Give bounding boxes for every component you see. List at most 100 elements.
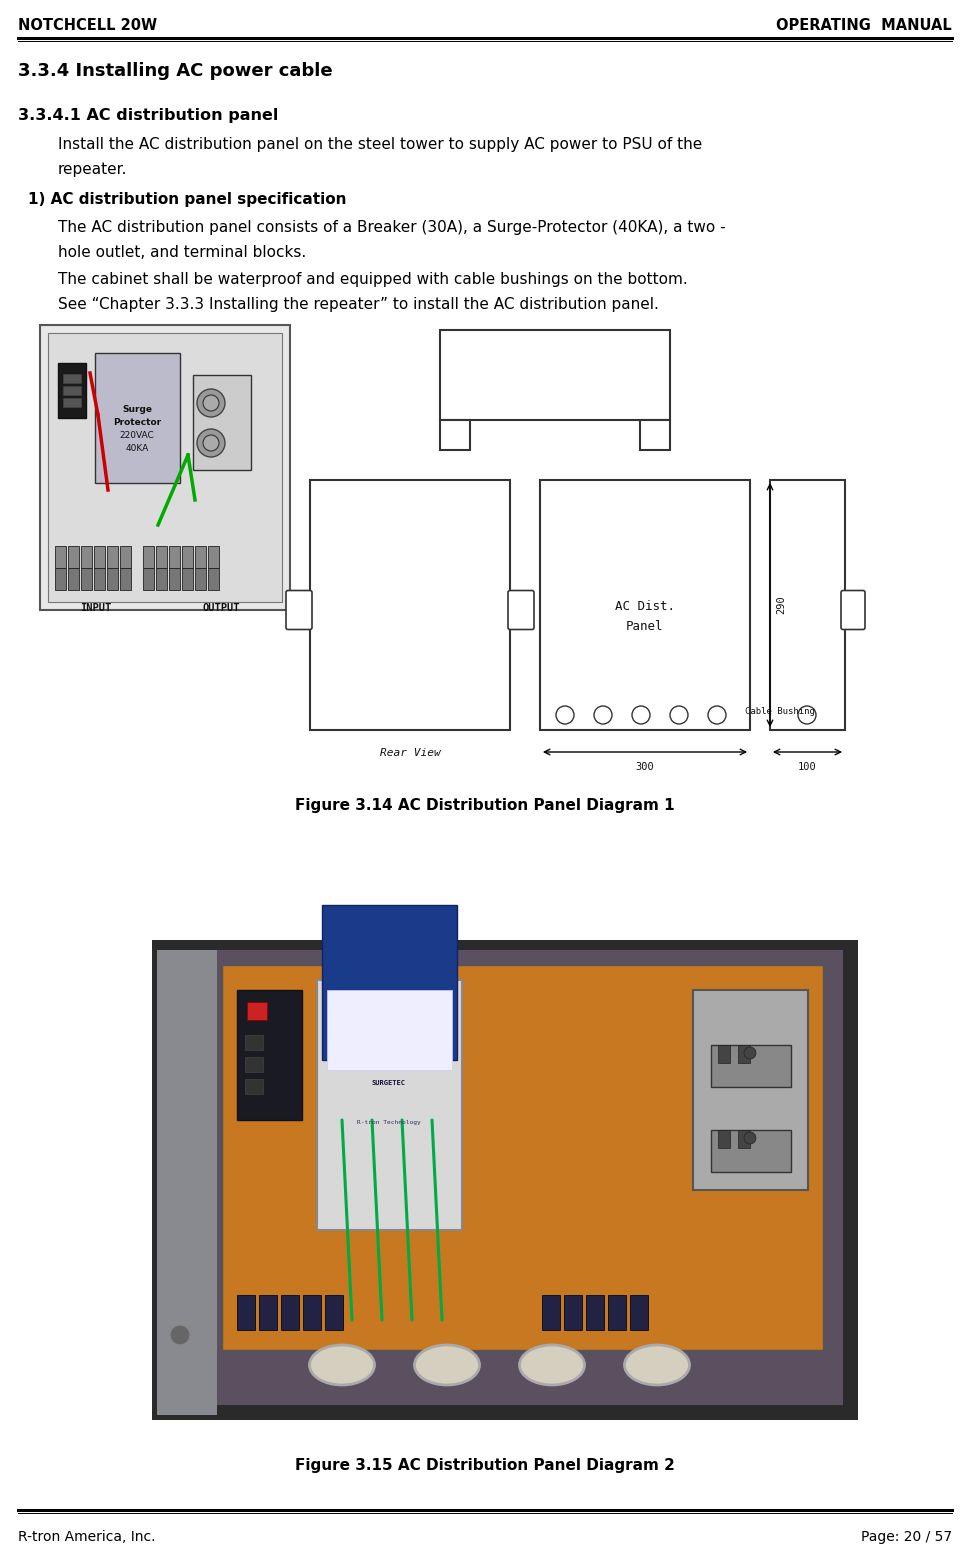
Bar: [310, 480, 510, 729]
Bar: [710, 1130, 790, 1172]
Text: 3.3.4 Installing AC power cable: 3.3.4 Installing AC power cable: [18, 62, 332, 81]
Bar: [236, 990, 301, 1121]
Text: INPUT: INPUT: [80, 604, 111, 613]
Bar: [245, 1057, 263, 1072]
Bar: [542, 1294, 559, 1330]
Bar: [391, 982, 422, 1006]
Text: 30A: 30A: [65, 421, 78, 430]
Bar: [737, 1130, 749, 1148]
Text: 1) AC distribution panel specification: 1) AC distribution panel specification: [28, 192, 346, 206]
Bar: [169, 546, 180, 568]
Bar: [47, 334, 282, 602]
Text: OUTPUT: OUTPUT: [203, 604, 239, 613]
Bar: [322, 905, 456, 1060]
Bar: [142, 568, 154, 590]
Bar: [440, 421, 470, 450]
Bar: [55, 546, 66, 568]
Text: Figure 3.15 AC Distribution Panel Diagram 2: Figure 3.15 AC Distribution Panel Diagra…: [295, 1457, 674, 1473]
Bar: [692, 990, 807, 1190]
Bar: [63, 397, 81, 407]
Text: 40KA: 40KA: [125, 444, 148, 453]
Bar: [585, 1294, 604, 1330]
Circle shape: [203, 396, 219, 411]
Circle shape: [555, 706, 574, 723]
Bar: [94, 568, 105, 590]
Text: 3.3.4.1 AC distribution panel: 3.3.4.1 AC distribution panel: [18, 109, 278, 123]
Bar: [195, 546, 205, 568]
Bar: [182, 568, 193, 590]
Ellipse shape: [624, 1346, 689, 1384]
Bar: [142, 546, 154, 568]
Bar: [222, 965, 822, 1350]
Bar: [169, 568, 180, 590]
Bar: [281, 1294, 298, 1330]
Bar: [55, 568, 66, 590]
Bar: [120, 546, 131, 568]
Bar: [94, 546, 105, 568]
Circle shape: [743, 1131, 755, 1144]
Bar: [717, 1130, 730, 1148]
Bar: [717, 1044, 730, 1063]
Circle shape: [797, 706, 815, 723]
Circle shape: [670, 706, 687, 723]
Bar: [259, 1294, 277, 1330]
Text: Rear View: Rear View: [379, 748, 440, 757]
Circle shape: [707, 706, 725, 723]
Text: NOTCHCELL 20W: NOTCHCELL 20W: [18, 19, 157, 33]
Text: Cable Bushing: Cable Bushing: [744, 708, 814, 715]
Text: AC Dist.: AC Dist.: [614, 601, 674, 613]
FancyBboxPatch shape: [840, 590, 864, 630]
Bar: [195, 568, 205, 590]
Text: Surge: Surge: [122, 405, 152, 414]
Bar: [317, 979, 461, 1231]
Circle shape: [743, 1048, 755, 1058]
Text: R-tron Technology: R-tron Technology: [357, 1121, 421, 1125]
Text: 290: 290: [775, 596, 785, 615]
Bar: [63, 374, 81, 383]
Bar: [327, 990, 452, 1069]
Bar: [156, 568, 167, 590]
Bar: [245, 1079, 263, 1094]
Bar: [81, 546, 92, 568]
Circle shape: [431, 1010, 446, 1024]
Bar: [193, 376, 251, 470]
Bar: [68, 568, 78, 590]
Circle shape: [197, 428, 225, 456]
Bar: [120, 568, 131, 590]
Bar: [157, 950, 217, 1415]
Text: hole outlet, and terminal blocks.: hole outlet, and terminal blocks.: [58, 245, 306, 261]
Bar: [167, 950, 842, 1405]
Text: 300: 300: [635, 762, 654, 771]
Bar: [236, 1294, 255, 1330]
Bar: [68, 546, 78, 568]
Ellipse shape: [414, 1346, 479, 1384]
Bar: [737, 1044, 749, 1063]
Bar: [81, 568, 92, 590]
Text: The cabinet shall be waterproof and equipped with cable bushings on the bottom.: The cabinet shall be waterproof and equi…: [58, 272, 687, 287]
Text: Panel: Panel: [626, 619, 663, 633]
Circle shape: [593, 706, 611, 723]
Text: SURGETEC: SURGETEC: [372, 1080, 406, 1086]
Bar: [40, 324, 290, 610]
Text: 220VAC: 220VAC: [119, 431, 154, 441]
Bar: [769, 480, 844, 729]
Ellipse shape: [309, 1346, 374, 1384]
Circle shape: [197, 390, 225, 417]
Bar: [710, 1044, 790, 1086]
Text: R-tron America, Inc.: R-tron America, Inc.: [18, 1530, 155, 1544]
Bar: [207, 568, 219, 590]
Circle shape: [632, 706, 649, 723]
Circle shape: [203, 435, 219, 452]
Bar: [440, 331, 670, 421]
Bar: [63, 386, 81, 396]
Text: Install the AC distribution panel on the steel tower to supply AC power to PSU o: Install the AC distribution panel on the…: [58, 137, 702, 152]
Bar: [322, 982, 456, 1006]
Text: OPERATING  MANUAL: OPERATING MANUAL: [775, 19, 951, 33]
FancyBboxPatch shape: [508, 590, 534, 630]
Text: repeater.: repeater.: [58, 161, 127, 177]
Bar: [640, 421, 670, 450]
Bar: [156, 546, 167, 568]
Text: See “Chapter 3.3.3 Installing the repeater” to install the AC distribution panel: See “Chapter 3.3.3 Installing the repeat…: [58, 296, 658, 312]
Bar: [608, 1294, 625, 1330]
Bar: [152, 941, 858, 1420]
